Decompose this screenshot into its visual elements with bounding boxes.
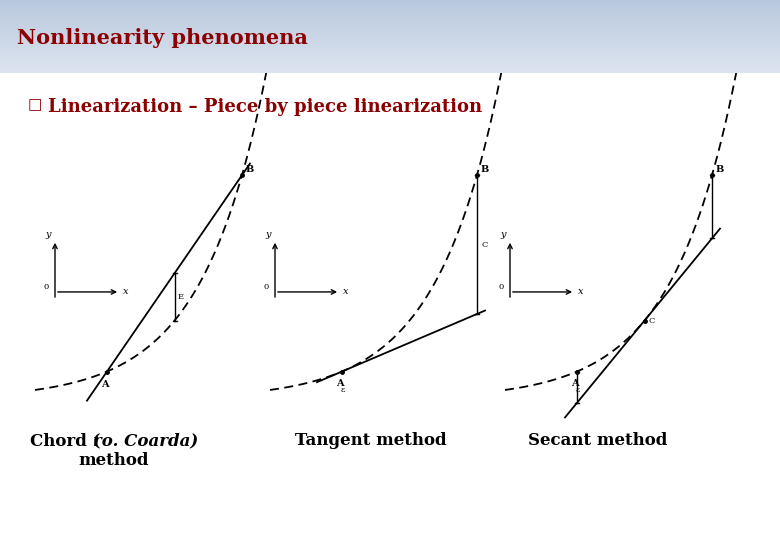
Text: Nonlinearity phenomena: Nonlinearity phenomena xyxy=(17,28,308,48)
Bar xyxy=(0,38,780,39)
Text: y: y xyxy=(500,230,505,239)
Bar xyxy=(0,53,780,54)
Bar xyxy=(0,19,780,21)
Bar xyxy=(0,61,780,62)
Bar xyxy=(0,16,780,17)
Bar xyxy=(0,66,780,67)
Bar xyxy=(0,67,780,68)
Text: Chord (: Chord ( xyxy=(30,432,101,449)
Bar xyxy=(0,27,780,28)
Bar xyxy=(0,28,780,29)
Text: B: B xyxy=(716,165,725,174)
Bar xyxy=(0,14,780,15)
Text: 0: 0 xyxy=(498,283,504,291)
Bar xyxy=(0,32,780,33)
Bar xyxy=(0,65,780,66)
Text: B: B xyxy=(246,165,254,174)
Bar xyxy=(0,15,780,16)
Text: ε: ε xyxy=(576,386,580,394)
Bar xyxy=(0,37,780,38)
Bar xyxy=(0,41,780,42)
Bar xyxy=(0,6,780,7)
Bar xyxy=(0,7,780,8)
Bar xyxy=(0,31,780,32)
Bar xyxy=(0,71,780,72)
Bar xyxy=(0,26,780,27)
Text: x: x xyxy=(123,287,129,296)
Text: Secant method: Secant method xyxy=(528,432,668,449)
Bar xyxy=(0,17,780,18)
Bar xyxy=(0,70,780,71)
Bar xyxy=(0,35,780,36)
Bar xyxy=(0,21,780,22)
Bar xyxy=(0,4,780,5)
Bar xyxy=(0,54,780,55)
Bar xyxy=(0,58,780,59)
Bar xyxy=(0,34,780,35)
Bar xyxy=(0,51,780,52)
Bar xyxy=(0,64,780,65)
Bar xyxy=(0,1,780,2)
Text: x: x xyxy=(578,287,583,296)
Bar xyxy=(0,57,780,58)
Text: E: E xyxy=(178,293,183,301)
Bar xyxy=(0,50,780,51)
Bar xyxy=(0,55,780,56)
Bar xyxy=(0,5,780,6)
Bar xyxy=(0,52,780,53)
Text: ro. Coarda): ro. Coarda) xyxy=(93,432,198,449)
Bar xyxy=(0,23,780,24)
Bar xyxy=(0,56,780,57)
Bar xyxy=(0,36,780,37)
Text: method: method xyxy=(78,452,148,469)
Bar xyxy=(0,29,780,30)
Bar xyxy=(0,24,780,25)
Bar xyxy=(0,8,780,9)
Bar xyxy=(0,33,780,34)
Bar xyxy=(0,22,780,23)
Bar xyxy=(0,42,780,43)
Bar xyxy=(0,40,780,41)
Bar xyxy=(0,59,780,60)
Bar xyxy=(0,13,780,14)
Bar xyxy=(0,69,780,70)
Bar xyxy=(0,62,780,63)
Text: C: C xyxy=(648,316,655,325)
Bar xyxy=(0,46,780,48)
Text: A: A xyxy=(101,380,109,388)
Bar xyxy=(0,44,780,45)
Text: 0: 0 xyxy=(44,283,49,291)
Bar xyxy=(0,72,780,73)
Text: A: A xyxy=(336,379,344,388)
Bar xyxy=(0,60,780,61)
Bar xyxy=(0,3,780,4)
Text: A: A xyxy=(571,379,579,388)
Bar xyxy=(0,63,780,64)
Bar xyxy=(0,43,780,44)
Bar xyxy=(0,68,780,69)
Bar xyxy=(0,10,780,11)
Text: □: □ xyxy=(28,98,42,112)
Text: Tangent method: Tangent method xyxy=(295,432,447,449)
Text: x: x xyxy=(343,287,349,296)
Bar xyxy=(0,9,780,10)
Bar xyxy=(0,25,780,26)
Bar xyxy=(0,0,780,1)
Text: y: y xyxy=(265,230,271,239)
Bar xyxy=(0,49,780,50)
Bar xyxy=(0,48,780,49)
Bar xyxy=(0,30,780,31)
Bar xyxy=(0,18,780,19)
Text: C: C xyxy=(481,240,488,248)
Text: ε: ε xyxy=(341,386,346,394)
Text: B: B xyxy=(481,165,489,174)
Bar xyxy=(0,11,780,12)
Bar xyxy=(0,2,780,3)
Text: Linearization – Piece by piece linearization: Linearization – Piece by piece lineariza… xyxy=(48,98,482,116)
Bar xyxy=(0,39,780,40)
Text: 0: 0 xyxy=(264,283,269,291)
Bar xyxy=(0,45,780,46)
Bar xyxy=(0,12,780,13)
Text: y: y xyxy=(45,230,51,239)
